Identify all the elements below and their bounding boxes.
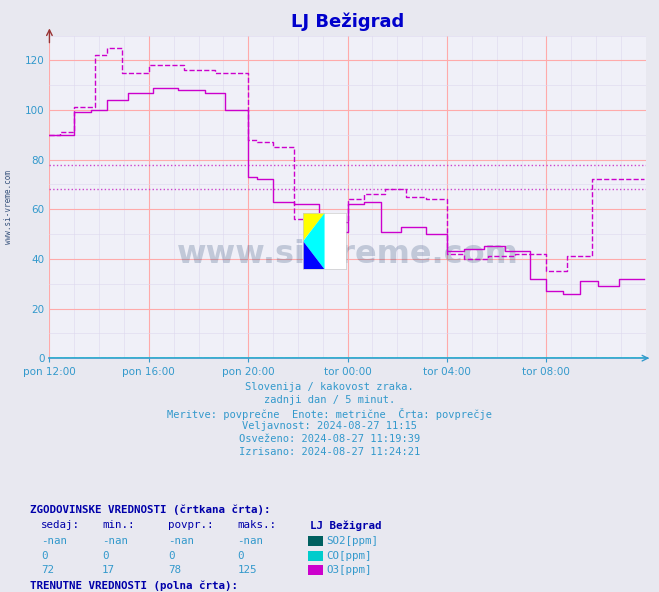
Text: 0: 0 (102, 551, 109, 561)
Polygon shape (303, 213, 325, 242)
Text: -nan: -nan (41, 536, 67, 546)
Text: 0: 0 (237, 551, 244, 561)
Text: -nan: -nan (102, 536, 128, 546)
Text: 17: 17 (102, 565, 115, 575)
Text: 125: 125 (237, 565, 257, 575)
Text: 0: 0 (41, 551, 47, 561)
Title: LJ Bežigrad: LJ Bežigrad (291, 12, 404, 31)
Text: min.:: min.: (102, 520, 134, 530)
Text: povpr.:: povpr.: (168, 520, 214, 530)
Polygon shape (303, 213, 325, 269)
Text: Osveženo: 2024-08-27 11:19:39: Osveženo: 2024-08-27 11:19:39 (239, 434, 420, 444)
Text: -nan: -nan (237, 536, 263, 546)
Text: -nan: -nan (168, 536, 194, 546)
Text: 72: 72 (41, 565, 54, 575)
Text: maks.:: maks.: (237, 520, 276, 530)
Text: www.si-vreme.com: www.si-vreme.com (4, 170, 13, 244)
Text: sedaj:: sedaj: (41, 520, 80, 530)
Text: O3[ppm]: O3[ppm] (326, 565, 372, 575)
Text: Izrisano: 2024-08-27 11:24:21: Izrisano: 2024-08-27 11:24:21 (239, 447, 420, 457)
Text: Veljavnost: 2024-08-27 11:15: Veljavnost: 2024-08-27 11:15 (242, 421, 417, 431)
Text: 78: 78 (168, 565, 181, 575)
Text: LJ Bežigrad: LJ Bežigrad (310, 520, 381, 531)
Text: CO[ppm]: CO[ppm] (326, 551, 372, 561)
Text: SO2[ppm]: SO2[ppm] (326, 536, 378, 546)
Text: Slovenija / kakovost zraka.: Slovenija / kakovost zraka. (245, 382, 414, 392)
Text: TRENUTNE VREDNOSTI (polna črta):: TRENUTNE VREDNOSTI (polna črta): (30, 581, 238, 591)
Text: www.si-vreme.com: www.si-vreme.com (177, 239, 519, 271)
Text: ZGODOVINSKE VREDNOSTI (črtkana črta):: ZGODOVINSKE VREDNOSTI (črtkana črta): (30, 504, 270, 515)
Polygon shape (303, 242, 325, 269)
Text: Meritve: povprečne  Enote: metrične  Črta: povprečje: Meritve: povprečne Enote: metrične Črta:… (167, 408, 492, 420)
Text: 0: 0 (168, 551, 175, 561)
Text: zadnji dan / 5 minut.: zadnji dan / 5 minut. (264, 395, 395, 405)
